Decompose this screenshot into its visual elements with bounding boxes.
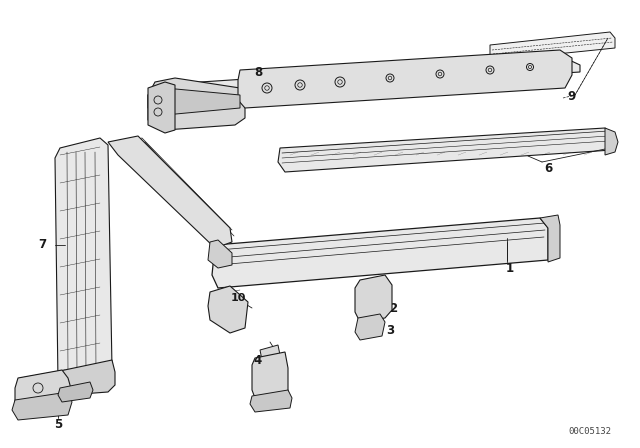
Polygon shape [150,58,580,98]
Text: 10: 10 [230,293,246,303]
Polygon shape [148,78,245,130]
Polygon shape [208,286,248,333]
Polygon shape [490,32,615,60]
Text: 00C05132: 00C05132 [568,427,611,436]
Polygon shape [212,218,548,288]
Polygon shape [252,352,288,406]
Text: 7: 7 [38,238,46,251]
Text: 5: 5 [54,418,62,431]
Text: 3: 3 [386,323,394,336]
Polygon shape [58,382,93,402]
Text: 4: 4 [254,353,262,366]
Text: 9: 9 [568,90,576,103]
Polygon shape [355,275,392,322]
Text: 8: 8 [254,65,262,78]
Polygon shape [148,82,175,133]
Polygon shape [605,128,618,155]
Polygon shape [238,50,572,108]
Polygon shape [55,360,115,395]
Polygon shape [260,345,280,360]
Polygon shape [540,215,560,262]
Polygon shape [208,240,232,268]
Polygon shape [148,88,240,115]
Text: 6: 6 [544,161,552,175]
Polygon shape [55,138,112,388]
Polygon shape [15,370,72,412]
Polygon shape [278,128,612,172]
Polygon shape [355,314,385,340]
Polygon shape [250,390,292,412]
Polygon shape [12,392,72,420]
Polygon shape [108,136,232,248]
Text: 2: 2 [389,302,397,314]
Text: 1: 1 [506,262,514,275]
